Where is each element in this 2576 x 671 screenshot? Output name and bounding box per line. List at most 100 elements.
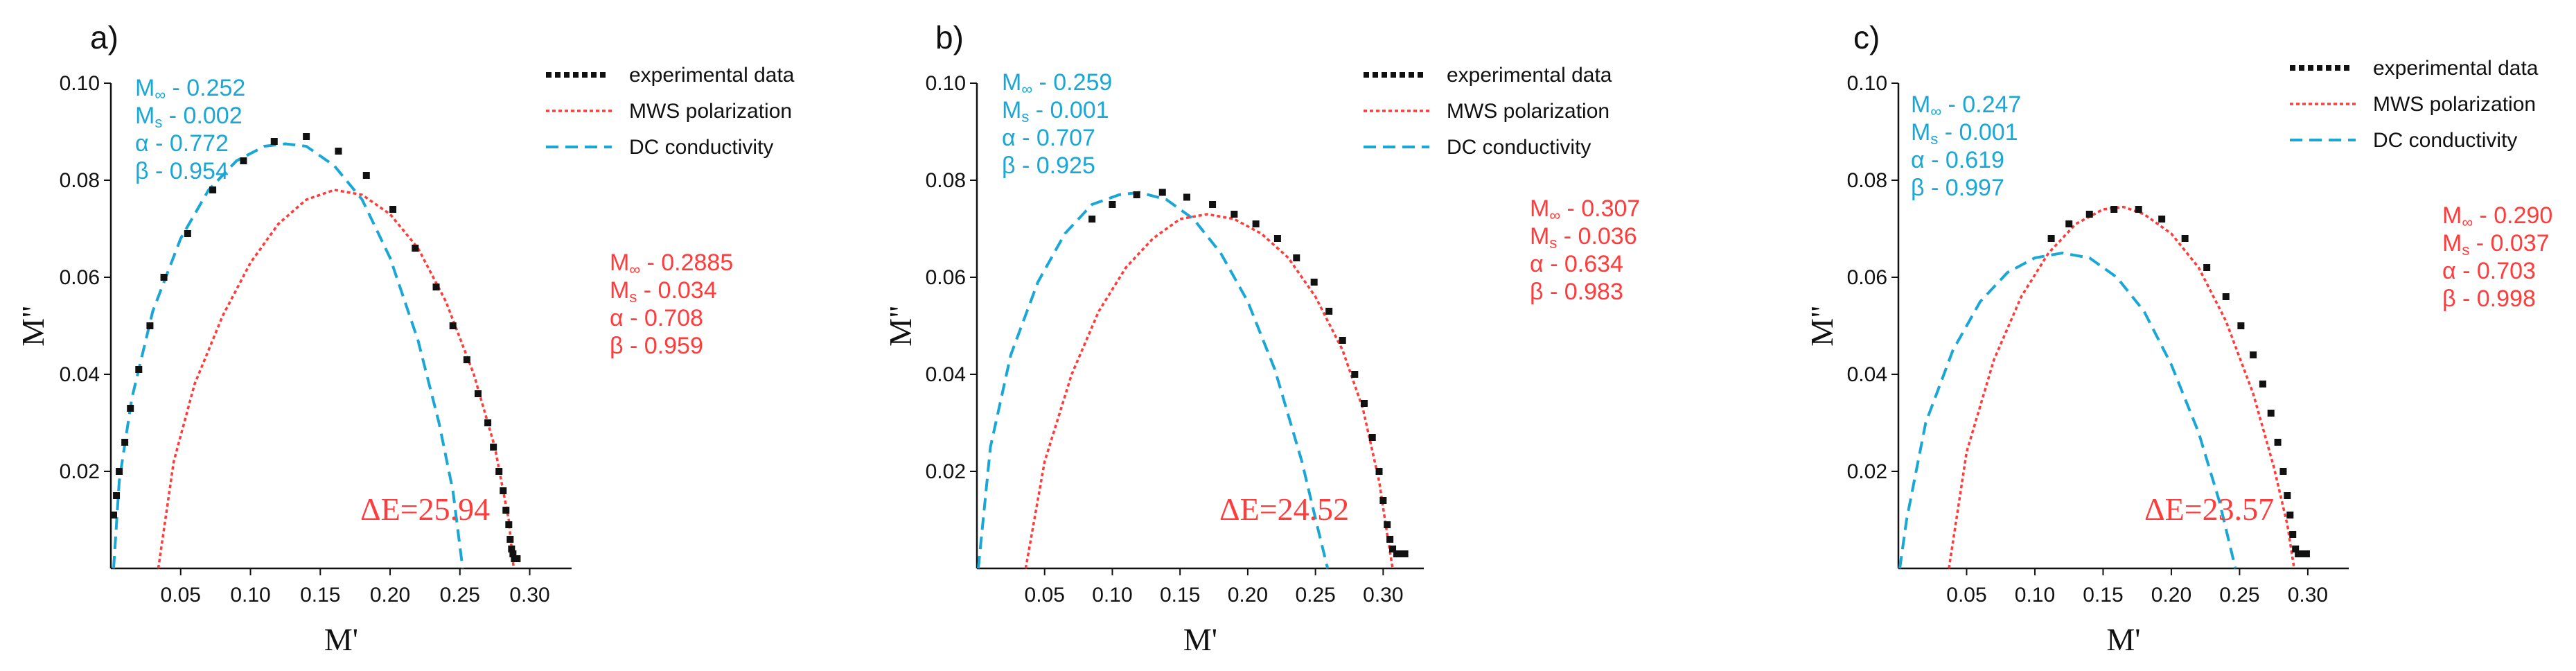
experimental-point [2267, 410, 2275, 417]
experimental-point [240, 157, 247, 164]
y-tick-label: 0.10 [926, 72, 966, 95]
experimental-point [505, 521, 513, 528]
experimental-point [463, 356, 470, 363]
param-m-s: Ms - 0.034 [610, 277, 717, 306]
legend-swatch-experimental [591, 72, 597, 78]
experimental-point [160, 274, 168, 281]
x-tick-label: 0.05 [1025, 584, 1065, 607]
dc-conductivity-curve [1898, 251, 2237, 569]
legend-swatch-experimental [555, 72, 561, 78]
experimental-point [412, 245, 419, 252]
y-tick-label: 0.08 [60, 169, 100, 192]
experimental-point [2274, 439, 2282, 446]
experimental-point [513, 555, 521, 562]
experimental-point [1386, 536, 1394, 543]
y-tick-label: 0.10 [1847, 72, 1887, 95]
param-alpha: α - 0.708 [610, 305, 703, 331]
experimental-point [1230, 211, 1238, 218]
legend: experimental data MWS polarization DC cond… [546, 64, 795, 159]
legend-swatch-experimental [1400, 72, 1405, 78]
legend-swatch-experimental [2299, 65, 2304, 71]
x-tick-label: 0.10 [2015, 584, 2055, 607]
param-m-inf: M∞ - 0.307 [1530, 195, 1640, 224]
x-tick-label: 0.05 [161, 584, 201, 607]
x-axis-label: M' [2106, 622, 2140, 657]
legend-label-mws: MWS polarization [629, 100, 792, 123]
legend-swatch-experimental [2344, 65, 2349, 71]
experimental-point [303, 133, 310, 140]
experimental-point [1389, 546, 1397, 552]
experimental-point [209, 186, 217, 193]
param-alpha: α - 0.772 [135, 130, 229, 157]
legend-swatch-experimental [2326, 65, 2331, 71]
param-m-inf: M∞ - 0.259 [1002, 69, 1112, 98]
experimental-point [127, 405, 134, 412]
experimental-point [135, 366, 143, 373]
mws-polarization-curve [1024, 213, 1394, 569]
param-m-inf: M∞ - 0.252 [135, 75, 245, 103]
experimental-point [1273, 235, 1281, 242]
param-m-inf: M∞ - 0.247 [1911, 92, 2021, 120]
experimental-point [2302, 550, 2310, 557]
experimental-point [121, 439, 129, 446]
legend-swatch-experimental [564, 72, 570, 78]
experimental-point [1325, 308, 1333, 315]
param-beta: β - 0.983 [1530, 279, 1623, 305]
y-tick-label: 0.06 [60, 266, 100, 289]
x-tick-label: 0.30 [1363, 584, 1403, 607]
experimental-point [1109, 201, 1116, 208]
panel-label: b) [935, 19, 964, 55]
param-m-s: Ms - 0.001 [1911, 119, 2018, 148]
param-m-s: Ms - 0.036 [1530, 223, 1637, 252]
experimental-point [110, 512, 118, 518]
legend-swatch-experimental [1418, 72, 1423, 78]
experimental-point [1351, 371, 1359, 378]
experimental-point [1293, 254, 1300, 261]
experimental-point [2289, 531, 2297, 538]
y-axis-label: M" [1804, 305, 1840, 347]
experimental-point [2299, 550, 2306, 557]
experimental-point [1361, 400, 1368, 407]
chart-panel-3: 0.05 0.10 0.15 0.20 0.25 0.30 0.02 0.04 0.06 0.08… [1804, 19, 2552, 657]
y-tick-label: 0.02 [1847, 460, 1887, 483]
legend-swatch-experimental [1391, 72, 1396, 78]
x-tick-label: 0.10 [230, 584, 270, 607]
y-tick-label: 0.02 [60, 460, 100, 483]
y-tick-label: 0.04 [926, 363, 966, 386]
y-tick-label: 0.04 [60, 363, 100, 386]
dc-conductivity-curve [977, 191, 1330, 569]
experimental-point [2250, 351, 2257, 358]
experimental-point [2158, 216, 2166, 223]
y-tick-label: 0.10 [60, 72, 100, 95]
y-tick-label: 0.08 [926, 169, 966, 192]
legend: experimental data MWS polarization DC cond… [2290, 57, 2539, 152]
legend-label-dc: DC conductivity [629, 136, 773, 159]
experimental-point [2292, 546, 2300, 552]
experimental-point [2110, 206, 2118, 213]
x-tick-label: 0.15 [1160, 584, 1200, 607]
x-tick-label: 0.15 [300, 584, 340, 607]
experimental-point [1379, 497, 1387, 504]
legend-swatch-experimental [1409, 72, 1414, 78]
experimental-point [2047, 235, 2055, 242]
legend-label-mws: MWS polarization [2373, 93, 2536, 116]
param-alpha: α - 0.703 [2442, 258, 2536, 284]
experimental-point [2237, 322, 2245, 329]
param-alpha: α - 0.619 [1911, 147, 2004, 173]
experimental-point [2203, 264, 2211, 271]
experimental-point [474, 390, 482, 397]
experimental-point [2085, 211, 2093, 218]
legend-swatch-experimental [2308, 65, 2313, 71]
mws-polarization-curve [1948, 205, 2295, 569]
legend-label-dc: DC conductivity [1447, 136, 1591, 159]
x-tick-label: 0.30 [2288, 584, 2328, 607]
experimental-point [1252, 220, 1260, 227]
experimental-point [2286, 512, 2294, 518]
experimental-point [335, 148, 342, 155]
param-beta: β - 0.997 [1911, 175, 2004, 201]
legend-swatch-experimental [600, 72, 606, 78]
param-m-s: Ms - 0.002 [135, 103, 242, 131]
